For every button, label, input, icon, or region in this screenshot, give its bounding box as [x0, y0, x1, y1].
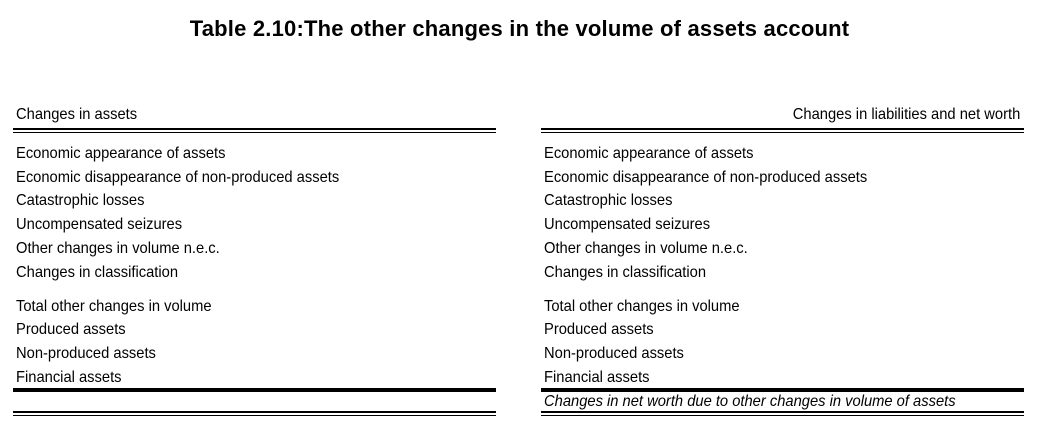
list-item: Economic appearance of assets [16, 145, 226, 162]
list-item: Changes in classification [16, 264, 179, 281]
list-item: Financial assets [16, 369, 122, 386]
list-item: Financial assets [544, 369, 650, 386]
assets-panel: Changes in assets Economic appearance of… [13, 104, 496, 424]
list-item: Other changes in volume n.e.c. [544, 240, 748, 257]
assets-header: Changes in assets [16, 106, 138, 123]
list-item: Other changes in volume n.e.c. [16, 240, 220, 257]
list-item: Non-produced assets [544, 345, 684, 362]
list-item: Non-produced assets [16, 345, 156, 362]
net-worth-footer: Changes in net worth due to other change… [544, 393, 956, 410]
list-item: Produced assets [544, 321, 654, 338]
list-item: Produced assets [16, 321, 126, 338]
header-double-rule [13, 128, 496, 133]
liabilities-header: Changes in liabilities and net worth [792, 106, 1020, 123]
list-item: Uncompensated seizures [544, 216, 711, 233]
list-item: Changes in classification [544, 264, 707, 281]
total-rule [541, 388, 1024, 392]
list-item: Economic disappearance of non-produced a… [16, 169, 340, 186]
list-item: Catastrophic losses [16, 192, 145, 209]
list-item: Catastrophic losses [544, 192, 673, 209]
list-item: Total other changes in volume [16, 298, 212, 315]
list-item: Economic appearance of assets [544, 145, 754, 162]
footer-double-rule [13, 411, 496, 416]
footer-double-rule [541, 411, 1024, 416]
list-item: Economic disappearance of non-produced a… [544, 169, 868, 186]
liabilities-panel: Changes in liabilities and net worth Eco… [541, 104, 1024, 424]
list-item: Uncompensated seizures [16, 216, 183, 233]
total-rule [13, 388, 496, 392]
page-title: Table 2.10:The other changes in the volu… [189, 16, 850, 41]
header-double-rule [541, 128, 1024, 133]
list-item: Total other changes in volume [544, 298, 740, 315]
